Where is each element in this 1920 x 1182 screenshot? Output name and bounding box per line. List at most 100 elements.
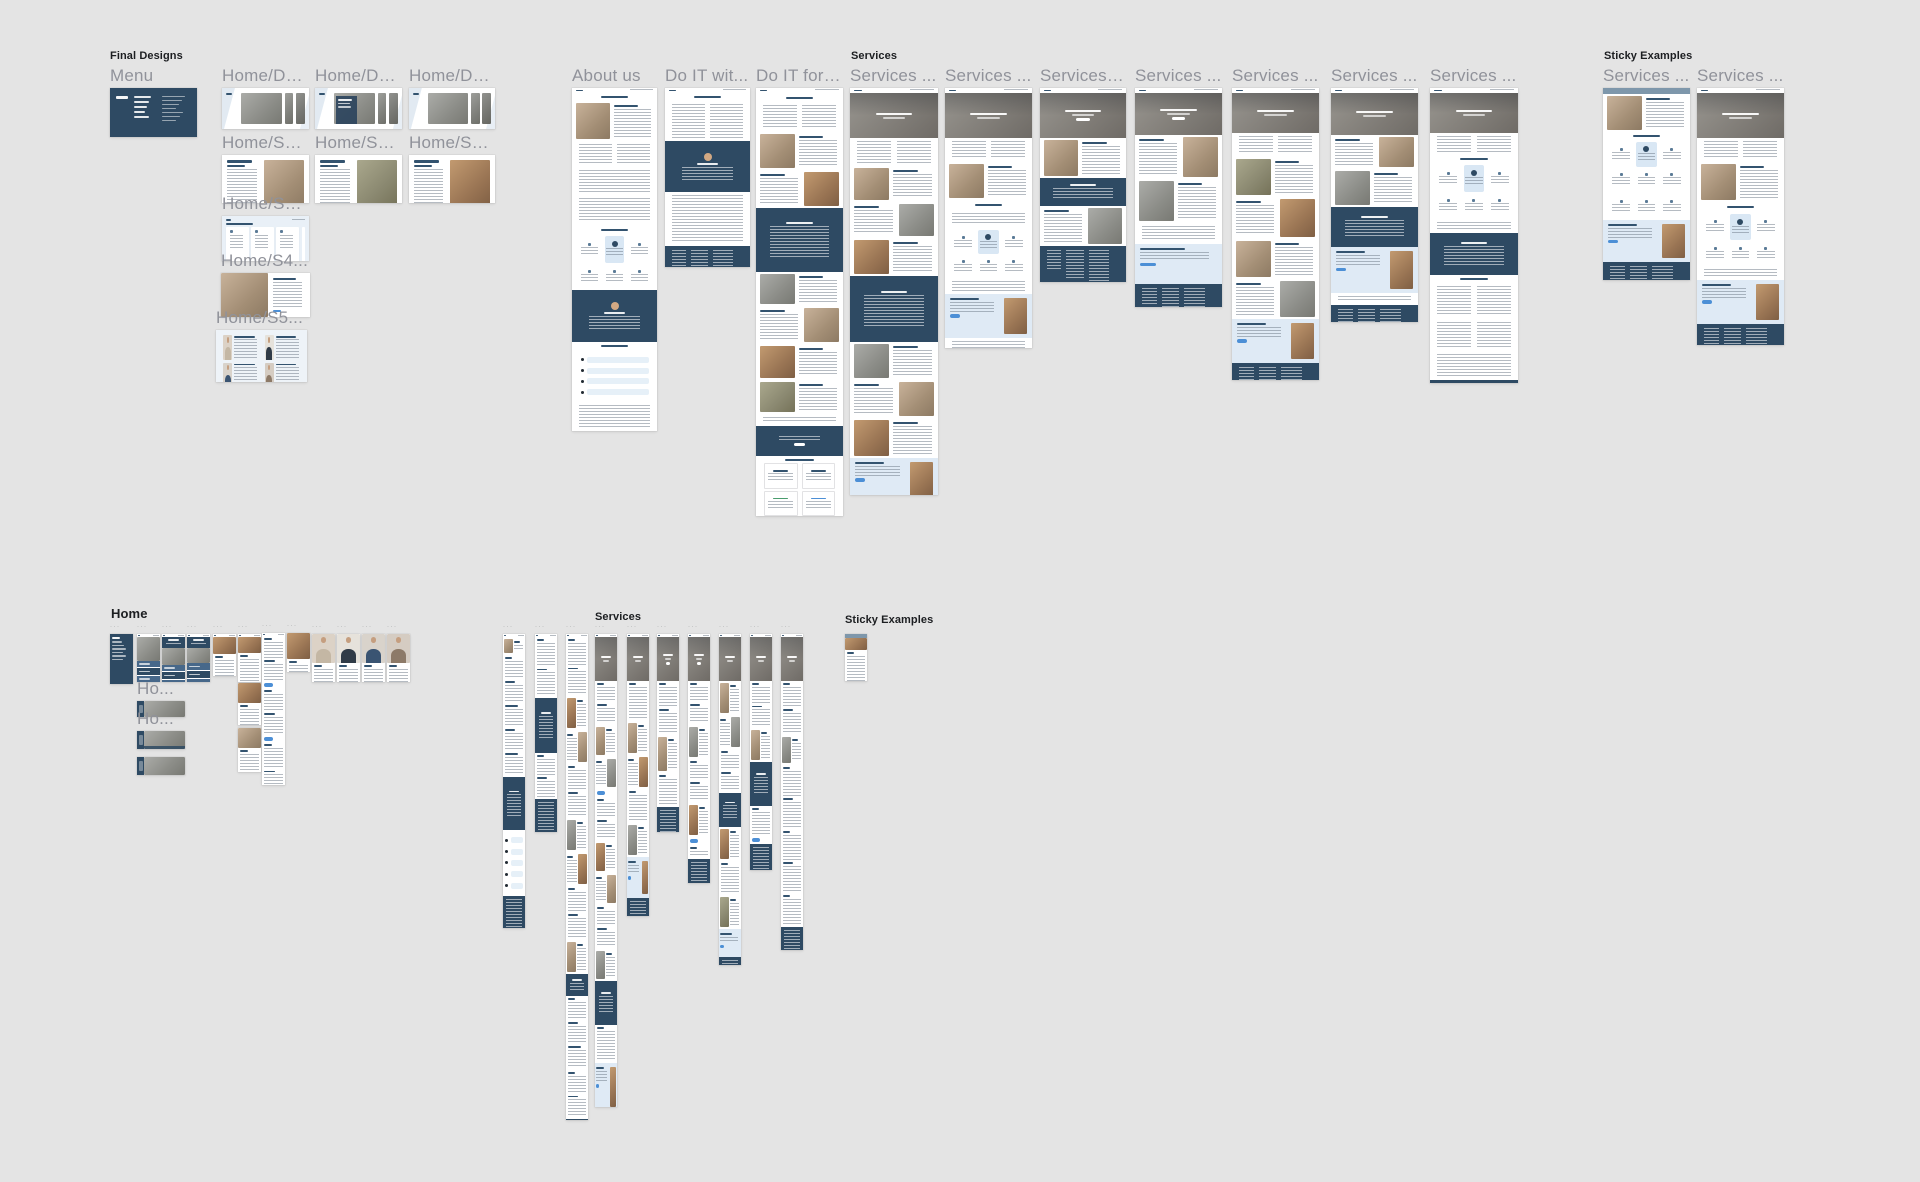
design-frame[interactable] [719,634,741,965]
design-frame[interactable] [850,88,938,495]
section-label[interactable]: Home [111,606,148,621]
section-label[interactable]: Services [851,50,898,62]
design-frame[interactable] [262,633,285,785]
design-frame[interactable] [315,88,402,129]
frame-title[interactable]: ··· [719,624,730,630]
design-frame[interactable] [1040,88,1126,282]
frame-title[interactable]: Services ... [1603,66,1690,85]
design-frame[interactable] [1603,88,1690,280]
frame-title[interactable]: Ho... [137,679,174,698]
frame-title[interactable]: Home/S3... [222,194,309,213]
frame-title[interactable]: ··· [287,623,298,629]
frame-title[interactable]: Home/De... [409,66,495,85]
frame-title[interactable]: Home/S2... [222,133,309,152]
frame-title[interactable]: ··· [162,624,173,630]
design-frame[interactable] [845,634,867,681]
design-frame[interactable] [688,634,710,883]
design-frame[interactable] [287,633,310,672]
design-frame[interactable] [222,155,309,203]
design-frame[interactable] [238,634,261,682]
section-label[interactable]: Final Designs [110,50,183,62]
design-frame[interactable] [409,88,495,129]
design-frame[interactable] [387,634,410,682]
frame-title[interactable]: Home/S5... [216,308,304,327]
design-frame[interactable] [238,728,261,772]
design-frame[interactable] [362,634,385,682]
frame-title[interactable]: Home/De... [315,66,402,85]
frame-title[interactable]: ··· [688,624,699,630]
frame-title[interactable]: Ho... [137,709,174,728]
design-frame[interactable] [566,634,588,1120]
design-frame[interactable] [781,634,803,950]
design-frame[interactable] [756,88,843,516]
design-frame[interactable] [238,683,261,725]
design-frame[interactable] [337,634,360,682]
frame-title[interactable]: About us [572,66,641,85]
frame-title[interactable]: ··· [213,624,224,630]
design-frame[interactable] [1232,88,1319,380]
frame-title[interactable]: Services ... [850,66,937,85]
design-frame[interactable] [572,88,657,431]
frame-title[interactable]: ··· [781,624,792,630]
frame-title[interactable]: ··· [337,624,348,630]
frame-title[interactable]: ··· [362,624,373,630]
frame-title[interactable]: Services ... [1135,66,1222,85]
frame-title[interactable]: ··· [312,624,323,630]
frame-title[interactable]: ··· [627,624,638,630]
frame-title[interactable]: Do IT wit... [665,66,749,85]
section-label[interactable]: Sticky Examples [1604,50,1693,62]
design-frame[interactable] [110,88,197,137]
design-frame[interactable] [312,634,335,682]
design-frame[interactable] [221,273,310,317]
frame-title[interactable]: ··· [566,624,577,630]
frame-title[interactable]: ··· [503,624,514,630]
design-frame[interactable] [222,216,309,261]
design-frame[interactable] [945,88,1032,348]
frame-title[interactable]: ··· [238,624,249,630]
design-frame[interactable] [535,634,557,832]
section-label[interactable]: Sticky Examples [845,614,934,626]
design-frame[interactable] [222,88,309,129]
design-frame[interactable] [1331,88,1418,322]
design-frame[interactable] [216,330,307,382]
design-frame[interactable] [162,634,185,682]
frame-title[interactable]: Menu [110,66,154,85]
design-frame[interactable] [627,634,649,916]
frame-title[interactable]: ··· [110,624,121,630]
design-frame[interactable] [137,634,160,682]
design-frame[interactable] [110,634,133,684]
frame-title[interactable]: Services ... [1697,66,1784,85]
design-frame[interactable] [503,634,525,928]
frame-title[interactable]: ··· [595,624,606,630]
frame-title[interactable]: Do IT for ... [756,66,843,85]
frame-title[interactable]: ··· [657,624,668,630]
design-frame[interactable] [137,757,185,775]
frame-title[interactable]: ··· [750,624,761,630]
design-frame[interactable] [1697,88,1784,345]
frame-title[interactable]: ··· [187,624,198,630]
design-frame[interactable] [1430,88,1518,383]
frame-title[interactable]: Services ... [1331,66,1418,85]
frame-title[interactable]: Services ... [1232,66,1319,85]
design-frame[interactable] [750,634,772,870]
design-frame[interactable] [213,634,236,676]
frame-title[interactable]: Services ... [1040,66,1126,85]
design-frame[interactable] [137,701,185,717]
frame-title[interactable]: ··· [262,623,273,629]
frame-title[interactable]: Home/De... [222,66,309,85]
design-frame[interactable] [657,634,679,832]
design-frame[interactable] [595,634,617,1107]
design-frame[interactable] [137,731,185,749]
design-frame[interactable] [665,88,750,267]
design-frame[interactable] [187,634,210,682]
section-label[interactable]: Services [595,611,642,623]
frame-title[interactable]: Services ... [1430,66,1517,85]
frame-title[interactable]: ··· [535,624,546,630]
design-frame[interactable] [1135,88,1222,307]
design-frame[interactable] [409,155,495,203]
frame-title[interactable]: Services ... [945,66,1032,85]
frame-title[interactable]: ··· [387,624,398,630]
frame-title[interactable]: Home/S4... [221,251,309,270]
frame-title[interactable]: Home/S2... [315,133,402,152]
